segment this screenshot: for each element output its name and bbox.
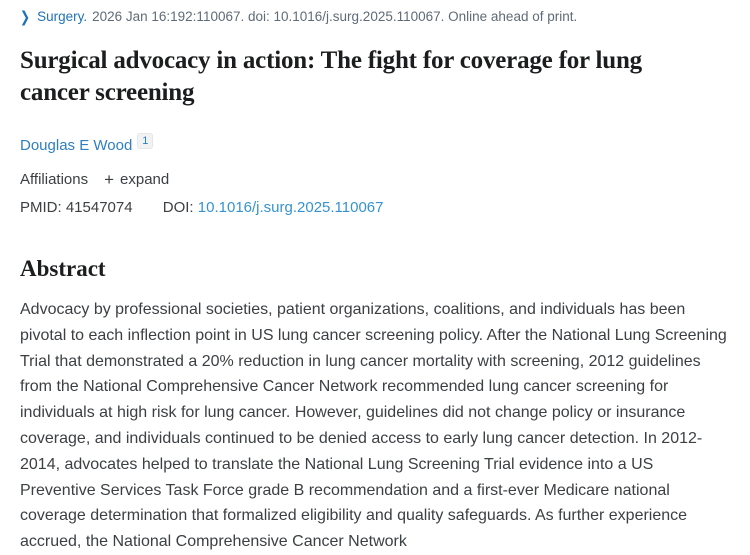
affiliations-row: Affiliations + expand	[20, 171, 730, 188]
identifiers-row: PMID: 41547074 DOI: 10.1016/j.surg.2025.…	[20, 199, 730, 216]
authors-list: Douglas E Wood 1	[20, 133, 730, 154]
plus-icon: +	[104, 170, 115, 189]
page-title: Surgical advocacy in action: The fight f…	[20, 47, 642, 106]
pmid-value: 41547074	[65, 199, 133, 216]
doi-label: DOI:	[162, 199, 194, 216]
citation-details: 2026 Jan 16:192:110067. doi: 10.1016/j.s…	[92, 9, 578, 24]
abstract-heading: Abstract	[20, 256, 106, 281]
affiliations-label: Affiliations	[20, 171, 89, 188]
journal-citation: ❯ Surgery. 2026 Jan 16:192:110067. doi: …	[20, 8, 730, 26]
pmid-label: PMID:	[20, 199, 62, 216]
journal-link[interactable]: Surgery.	[37, 9, 88, 24]
abstract-text: Advocacy by professional societies, pati…	[20, 301, 727, 551]
chevron-right-icon[interactable]: ❯	[20, 8, 31, 26]
affiliation-superscript-badge[interactable]: 1	[137, 133, 154, 149]
expand-label: expand	[120, 171, 170, 188]
doi-link[interactable]: 10.1016/j.surg.2025.110067	[197, 199, 384, 216]
expand-affiliations-button[interactable]: + expand	[104, 171, 169, 188]
author-link[interactable]: Douglas E Wood	[20, 137, 133, 154]
